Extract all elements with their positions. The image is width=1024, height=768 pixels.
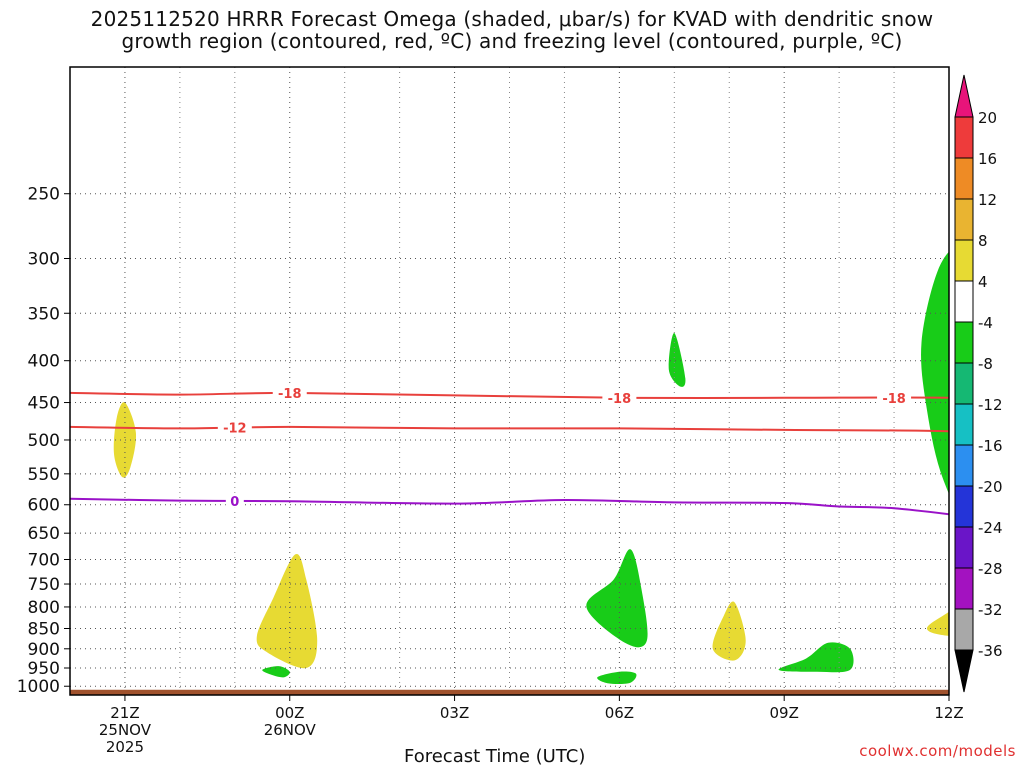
omega-region-14 <box>597 671 637 685</box>
y-tick-label-250: 250 <box>28 185 60 205</box>
omega-region-9 <box>668 332 686 387</box>
contour-label-bg-0-1 <box>602 389 637 405</box>
colorbar-bin-3 <box>954 239 974 282</box>
colorbar-bin-4 <box>954 280 974 323</box>
colorbar-bin-0 <box>954 116 974 159</box>
y-tick-label-1000: 1000 <box>17 677 60 697</box>
y-tick-label-500: 500 <box>28 431 60 451</box>
colorbar-label-11: -28 <box>978 560 1003 578</box>
site-credit: coolwx.com/models <box>859 742 1016 760</box>
colorbar-label-1: 16 <box>978 150 997 168</box>
x-axis-label: Forecast Time (UTC) <box>404 746 586 767</box>
colorbar-bin-10 <box>954 526 974 569</box>
colorbar-bin-1 <box>954 157 974 200</box>
contour-label-bg-0-2 <box>877 389 912 405</box>
contour-label-1-0: -12 <box>223 422 247 437</box>
terrain <box>70 689 949 695</box>
contour-line--12 <box>70 425 949 433</box>
colorbar-arrow-bottom <box>954 649 974 693</box>
colorbar-bin-6 <box>954 362 974 405</box>
colorbar-label-7: -12 <box>978 396 1003 414</box>
y-tick-label-600: 600 <box>28 496 60 516</box>
contour-label-bg-2-0 <box>225 492 244 508</box>
x-tick-label-3-1: 26NOV <box>264 721 317 739</box>
terrain-band <box>70 689 949 695</box>
colorbar-label-5: -4 <box>978 314 993 332</box>
x-tick-label-9-0: 06Z <box>605 704 634 722</box>
colorbar-label-13: -36 <box>978 642 1003 660</box>
y-tick-label-750: 750 <box>28 575 60 595</box>
y-tick-label-950: 950 <box>28 659 60 679</box>
colorbar-bin-5 <box>954 321 974 364</box>
colorbar-label-10: -24 <box>978 519 1003 537</box>
omega-region-0 <box>921 251 949 495</box>
omega-region-6 <box>927 611 949 636</box>
colorbar-bin-9 <box>954 485 974 528</box>
colorbar-label-2: 12 <box>978 191 997 209</box>
contour-label-0-1: -18 <box>608 392 632 407</box>
plot-frame <box>69 66 950 696</box>
y-axis: 2503003504004505005506006507007508008509… <box>17 185 70 697</box>
omega-region-12 <box>778 642 854 673</box>
title-line-1: 2025112520 HRRR Forecast Omega (shaded, … <box>90 7 934 31</box>
y-tick-label-900: 900 <box>28 640 60 660</box>
y-tick-label-350: 350 <box>28 304 60 324</box>
colorbar-bin-11 <box>954 567 974 610</box>
omega-region-10 <box>586 549 648 648</box>
omega-region-8 <box>712 601 746 661</box>
omega-region-11 <box>262 666 290 678</box>
y-tick-label-850: 850 <box>28 619 60 639</box>
colorbar-bin-8 <box>954 444 974 487</box>
colorbar-label-4: 4 <box>978 273 988 291</box>
x-tick-label-6-0: 03Z <box>440 704 469 722</box>
colorbar-bin-12 <box>954 608 974 651</box>
y-tick-label-550: 550 <box>28 465 60 485</box>
contour-label-bg-0-0 <box>272 384 307 400</box>
contour-line--18 <box>70 391 949 399</box>
y-tick-label-800: 800 <box>28 598 60 618</box>
x-tick-label-0-1: 25NOV <box>99 721 152 739</box>
colorbar-label-6: -8 <box>978 355 993 373</box>
x-tick-label-0-0: 21Z <box>110 704 139 722</box>
contour-line-0 <box>70 497 949 516</box>
contour-label-0-2: -18 <box>882 392 906 407</box>
y-tick-label-650: 650 <box>28 524 60 544</box>
colorbar-label-3: 8 <box>978 232 988 250</box>
x-tick-label-15-0: 12Z <box>934 704 963 722</box>
chart-title: 2025112520 HRRR Forecast Omega (shaded, … <box>0 8 1024 52</box>
omega-region-3 <box>1018 221 1024 294</box>
colorbar-bin-2 <box>954 198 974 241</box>
omega-shading <box>113 221 1024 685</box>
contour-label-2-0: 0 <box>230 495 239 510</box>
colorbar-label-9: -20 <box>978 478 1003 496</box>
x-tick-label-0-2: 2025 <box>106 738 144 756</box>
colorbar-bin-7 <box>954 403 974 446</box>
omega-region-5 <box>256 553 318 669</box>
x-tick-label-3-0: 00Z <box>275 704 304 722</box>
x-tick-label-12-0: 09Z <box>770 704 799 722</box>
y-tick-label-300: 300 <box>28 249 60 269</box>
title-line-2: growth region (contoured, red, ºC) and f… <box>121 29 903 53</box>
grid <box>70 67 950 690</box>
colorbar-label-0: 20 <box>978 109 997 127</box>
colorbar-label-8: -16 <box>978 437 1003 455</box>
temperature-contours: -18 -18 -18 -12 0 <box>70 384 949 516</box>
colorbar-label-12: -32 <box>978 601 1003 619</box>
colorbar-arrow-top <box>954 74 974 118</box>
contour-label-bg-1-0 <box>217 419 252 435</box>
contour-label-0-0: -18 <box>278 387 302 402</box>
colorbar: 20 16 12 8 4 -4 -8 -12 -16 -20 -24 -28 -32 -36 <box>954 74 1003 693</box>
y-tick-label-400: 400 <box>28 352 60 372</box>
omega-region-4 <box>113 402 137 478</box>
y-tick-label-700: 700 <box>28 551 60 571</box>
y-tick-label-450: 450 <box>28 394 60 414</box>
